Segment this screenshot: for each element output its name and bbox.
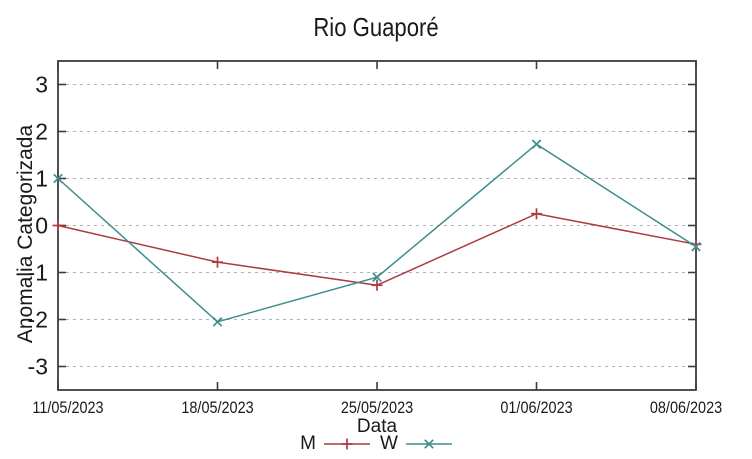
y-tick-label: -2 xyxy=(28,307,48,333)
x-tick-label: 01/06/2023 xyxy=(500,399,572,417)
x-tick-label: 25/05/2023 xyxy=(341,399,413,417)
legend-label: W xyxy=(379,433,398,454)
marker-cross xyxy=(531,139,542,149)
legend-sample-plus xyxy=(323,438,370,450)
legend-label: M xyxy=(300,433,316,454)
x-tick-label: 11/05/2023 xyxy=(32,399,103,417)
chart-title: Rio Guaporé xyxy=(313,12,439,42)
y-tick-label: 0 xyxy=(35,213,48,239)
legend-item-W: W xyxy=(380,433,452,455)
series-line-M xyxy=(57,212,697,286)
y-tick-label: 3 xyxy=(35,72,48,98)
x-axis-label: Data xyxy=(356,416,398,437)
x-tick-label: 18/05/2023 xyxy=(181,399,253,417)
legend-item-M: M xyxy=(300,433,370,455)
marker-cross xyxy=(691,241,701,252)
y-tick-label: -3 xyxy=(28,354,48,380)
y-tick-label: 1 xyxy=(35,166,48,192)
x-tick-label: 08/06/2023 xyxy=(650,399,722,417)
marker-cross xyxy=(53,173,63,184)
legend-sample-cross xyxy=(405,439,452,449)
marker-cross xyxy=(372,272,382,283)
series-line-W xyxy=(57,143,697,323)
marker-cross xyxy=(212,317,223,327)
y-tick-label: 2 xyxy=(35,119,48,145)
y-tick-label: -1 xyxy=(28,260,48,286)
